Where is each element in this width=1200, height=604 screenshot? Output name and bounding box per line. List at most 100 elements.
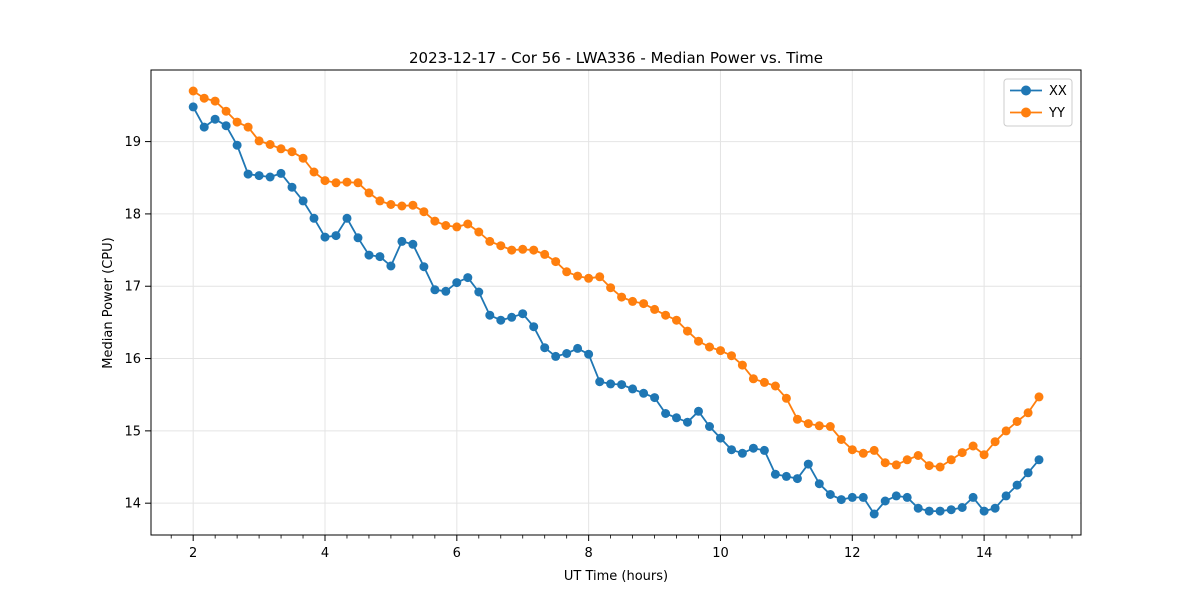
data-point [628,384,638,394]
data-point [650,304,660,314]
data-point [485,310,495,320]
data-point [1012,417,1022,426]
data-point [386,261,396,271]
data-point [858,492,868,502]
data-point [243,169,253,179]
x-axis-label: UT Time (hours) [564,569,668,584]
data-point [672,315,681,325]
x-tick-label: 10 [712,546,729,561]
data-point [595,377,605,387]
data-point [320,232,330,242]
data-point [397,201,407,211]
data-point [309,167,319,177]
data-point [880,458,890,468]
data-point [188,102,198,112]
data-point [639,388,649,398]
data-point [507,245,517,255]
series-line-YY [192,90,1040,468]
data-point [364,188,374,198]
data-point [968,492,978,502]
data-point [781,471,791,481]
data-point [1012,480,1022,490]
data-point [792,474,802,484]
grid-lines [151,70,1081,535]
data-point [924,506,934,516]
data-point [342,177,352,187]
data-point [748,374,758,384]
x-tick-label: 14 [976,546,993,561]
data-point [770,469,780,479]
data-point [419,207,429,217]
data-point [518,309,528,319]
data-point [814,421,824,431]
chart-title: 2023-12-17 - Cor 56 - LWA336 - Median Po… [409,49,823,67]
series-line-XX [192,106,1040,515]
data-point [507,312,517,322]
data-point [430,216,440,226]
data-point [221,121,231,131]
data-point [320,176,330,186]
data-point [672,413,681,423]
data-point [683,326,692,336]
data-point [540,249,550,259]
x-tick-label: 2 [189,546,197,561]
data-point [496,315,506,325]
data-point [957,503,967,512]
data-point [650,393,660,403]
data-point [353,178,363,188]
data-series [188,86,1044,519]
data-point [847,445,857,455]
x-tick-label: 12 [844,546,861,561]
data-point [199,93,209,103]
legend: XX YY [1003,78,1073,127]
data-point [716,346,725,356]
data-point [243,122,253,132]
data-point [375,252,385,262]
data-point [891,491,901,501]
data-point [727,351,736,361]
data-point [452,278,462,288]
data-point [584,349,594,359]
data-point [935,462,945,472]
data-point [1001,426,1011,436]
data-point [935,506,945,516]
data-point [188,86,198,96]
data-point [309,213,319,223]
data-point [430,285,440,295]
data-point [694,336,703,346]
data-point [990,437,1000,447]
legend-marker [1021,107,1031,118]
data-point [529,322,539,332]
axes-frame [150,69,1082,536]
data-point [265,140,275,149]
data-point [474,227,484,237]
data-point [705,422,714,431]
data-point [737,448,747,458]
data-point [727,445,736,455]
data-point [946,455,956,465]
data-point [924,461,934,471]
data-point [803,419,813,429]
data-point [573,343,583,353]
data-point [474,287,484,297]
data-point [353,233,363,243]
data-point [364,250,374,260]
data-point [661,310,671,320]
data-point [232,117,242,127]
data-point [957,448,967,458]
data-point [331,231,341,241]
data-point [737,360,747,370]
data-point [397,236,407,246]
data-point [276,168,286,178]
data-point [419,262,429,272]
data-point [1001,491,1011,501]
data-point [902,455,912,465]
data-point [595,272,605,282]
data-point [770,381,780,391]
y-tick-label: 16 [124,352,141,367]
data-point [254,171,264,181]
data-point [869,509,879,519]
data-point [518,244,528,254]
